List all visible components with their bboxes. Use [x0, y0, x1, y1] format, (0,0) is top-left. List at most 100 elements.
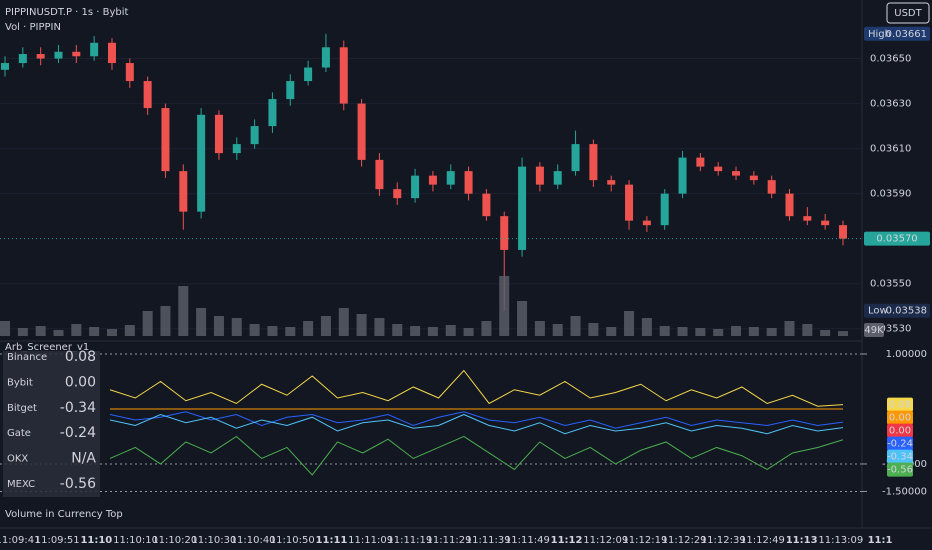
candle-body — [1, 63, 9, 70]
last-price-tag: 0.03570 — [876, 234, 917, 245]
series-value-tag-bg — [887, 436, 913, 451]
time-label: 11:13:09 — [818, 535, 863, 546]
volume-bar — [71, 324, 82, 336]
candle-body — [821, 220, 830, 226]
candle-body — [250, 126, 259, 145]
candle-body — [268, 99, 277, 127]
candle-body — [107, 42, 116, 64]
candle-body — [18, 54, 27, 64]
time-label: 11:10:50 — [270, 535, 315, 546]
volume-bar — [677, 327, 688, 336]
symbol-title: PIPPINUSDT.P · 1s · Bybit — [5, 7, 129, 18]
volume-bar — [285, 327, 296, 336]
time-label: 11:11:49 — [505, 535, 550, 546]
volume-bar — [106, 329, 117, 336]
time-label: 11:11:39 — [466, 535, 511, 546]
candle-body — [500, 216, 509, 250]
time-label: 11:11:09 — [348, 535, 393, 546]
series-line — [109, 369, 844, 407]
screener-panel — [3, 351, 100, 497]
indicator-title: Arb_Screener_v1 — [5, 342, 89, 353]
currency-button[interactable] — [886, 2, 930, 24]
extreme-value: 0.03661 — [886, 29, 927, 40]
candle-body — [143, 81, 152, 109]
volume-bar — [160, 306, 171, 336]
exchange-value: N/A — [71, 451, 96, 467]
exchange-value: -0.56 — [60, 476, 96, 492]
volume-bar — [392, 324, 403, 336]
volume-bar — [142, 311, 153, 336]
volume-bar — [766, 328, 777, 336]
y-tick-label: 1.00000 — [886, 349, 927, 360]
candle-body — [678, 157, 687, 194]
volume-bar — [374, 318, 385, 336]
currency-label[interactable]: USDT — [894, 8, 922, 19]
volume-bar — [606, 327, 617, 336]
candle-body — [197, 114, 206, 212]
series-value-tag: 0.00 — [889, 426, 911, 437]
candle-body — [286, 81, 295, 100]
extreme-value: 0.03538 — [886, 306, 927, 317]
series-value-tag: 0.00 — [889, 413, 911, 424]
volume-bar — [0, 321, 10, 336]
candle-body — [464, 171, 473, 194]
volume-bar — [731, 326, 742, 336]
volume-bar — [338, 308, 349, 336]
candle-body — [589, 144, 598, 181]
volume-bar — [445, 325, 456, 336]
candle-body — [642, 220, 651, 226]
candle-body — [36, 54, 45, 59]
candle-body — [428, 175, 437, 185]
time-label: 11:13 — [786, 535, 818, 546]
volume-bar — [695, 328, 706, 336]
volume-bar — [89, 327, 100, 336]
volume-bar — [17, 328, 28, 336]
volume-bar — [249, 324, 260, 336]
candle-body — [482, 193, 491, 217]
volume-bar — [784, 321, 795, 336]
volume-bar — [53, 330, 64, 336]
time-label: 11:10:40 — [231, 535, 276, 546]
time-label: 11:10 — [80, 535, 112, 546]
y-tick-label: 0.03610 — [870, 144, 911, 155]
candle-body — [785, 193, 794, 217]
time-label: 11:10:20 — [152, 535, 197, 546]
volume-bar — [303, 321, 314, 336]
extreme-tag-bg — [864, 303, 930, 318]
time-label: 11:12:29 — [662, 535, 707, 546]
extreme-tag-bg — [864, 26, 930, 41]
footer-label: Volume in Currency Top — [5, 509, 123, 520]
exchange-name: MEXC — [7, 479, 35, 490]
volume-bar — [552, 324, 563, 336]
volume-bar — [838, 331, 848, 336]
candle-body — [304, 67, 313, 82]
volume-bar — [267, 326, 278, 336]
time-label: 11:09:51 — [35, 535, 80, 546]
volume-bar — [659, 326, 670, 336]
time-label: 11:12:49 — [740, 535, 785, 546]
candle-body — [357, 103, 366, 160]
exchange-value: -0.34 — [60, 400, 96, 416]
candle-body — [411, 175, 420, 199]
series-line — [109, 413, 844, 435]
candle-body — [90, 42, 99, 57]
candle-body — [660, 193, 669, 226]
candle-body — [375, 159, 384, 190]
volume-bar — [463, 328, 474, 336]
volume-tag-bg — [864, 323, 884, 337]
volume-bar — [356, 314, 367, 336]
series-line — [109, 435, 844, 476]
exchange-value: 0.08 — [65, 349, 96, 365]
series-line — [109, 411, 844, 429]
y-tick-label: 0.03550 — [870, 279, 911, 290]
exchange-name: Binance — [7, 352, 47, 363]
candle-body — [125, 63, 134, 82]
candle-body — [214, 114, 223, 154]
candle-body — [767, 180, 776, 194]
series-value-tag: 0.08 — [889, 400, 911, 411]
time-label: 11:11:19 — [387, 535, 432, 546]
volume-bar — [713, 329, 724, 336]
